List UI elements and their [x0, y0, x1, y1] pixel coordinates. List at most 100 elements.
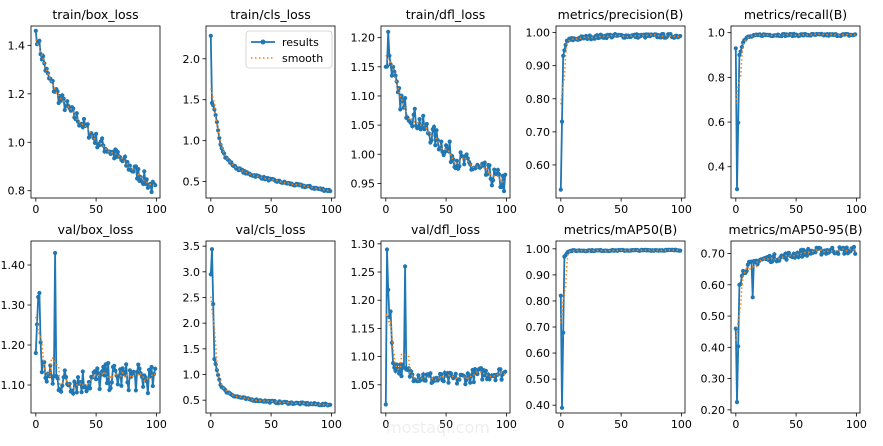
results-point — [462, 162, 467, 167]
results-point — [410, 124, 415, 129]
results-point — [454, 158, 460, 163]
results-point — [403, 264, 408, 269]
subplot-title: metrics/mAP50-95(B) — [729, 222, 863, 237]
results-point — [424, 121, 429, 127]
x-tick-label: 100 — [146, 418, 167, 431]
x-tick-label: 100 — [321, 203, 342, 216]
results-point — [73, 382, 78, 387]
plot-frame — [555, 25, 686, 199]
results-point — [441, 379, 446, 384]
x-tick-label: 50 — [439, 418, 453, 431]
results-point — [739, 273, 745, 278]
results-point — [60, 383, 65, 388]
results-point — [145, 185, 150, 190]
x-tick-label: 100 — [671, 418, 692, 431]
results-point — [495, 167, 500, 173]
results-point — [59, 389, 64, 394]
y-tick-label: 1.05 — [351, 379, 376, 392]
results-point — [442, 149, 447, 155]
results-point — [416, 373, 421, 378]
results-point — [431, 124, 437, 129]
results-point — [133, 164, 138, 169]
results-point — [499, 377, 504, 382]
results-point — [428, 371, 433, 376]
results-point — [142, 169, 147, 174]
y-tick-label: 1.10 — [351, 90, 376, 103]
plot-frame — [205, 25, 336, 199]
results-point — [328, 402, 333, 407]
results-point — [559, 119, 565, 124]
smooth-line — [35, 316, 156, 390]
subplot-title: metrics/recall(B) — [744, 7, 847, 22]
results-point — [86, 379, 91, 385]
results-point — [403, 96, 408, 101]
x-tick-label: 0 — [207, 203, 214, 216]
y-tick-label: 0.70 — [526, 321, 551, 334]
results-point — [127, 368, 132, 373]
results-point — [421, 113, 426, 118]
x-tick-label: 50 — [89, 418, 103, 431]
subplot-title: val/cls_loss — [236, 222, 306, 237]
x-tick-label: 50 — [89, 203, 103, 216]
results-point — [95, 366, 100, 371]
results-point — [493, 378, 498, 383]
smooth-line — [385, 313, 506, 382]
y-tick-label: 1.5 — [183, 343, 201, 356]
y-tick-label: 3.0 — [183, 266, 201, 279]
y-tick-label: 1.0 — [8, 136, 26, 149]
x-tick-label: 0 — [32, 418, 39, 431]
results-point — [125, 380, 130, 385]
results-point — [216, 372, 221, 378]
plot-frame — [30, 240, 161, 414]
results-point — [457, 377, 462, 382]
results-point — [458, 150, 463, 155]
results-point — [813, 250, 818, 255]
results-point — [463, 382, 468, 387]
results-point — [406, 366, 411, 371]
results-point — [115, 382, 120, 387]
y-tick-label: 0.90 — [526, 60, 551, 73]
results-point — [734, 400, 740, 405]
results-point — [71, 106, 76, 111]
results-point — [482, 373, 487, 378]
results-point — [388, 309, 393, 314]
subplot-title: val/box_loss — [58, 222, 134, 237]
results-point — [734, 187, 740, 192]
results-point — [433, 143, 438, 148]
subplot-val-box-loss: val/box_loss 0 50 100 1.10 1.20 1.30 1.40 — [1, 222, 167, 431]
results-point — [454, 381, 460, 386]
y-tick-label: 1.4 — [8, 39, 26, 52]
subplot-val-dfl-loss: val/dfl_loss 0 50 100 1.05 1.10 1.15 1.20 1.25 1.… — [351, 222, 517, 431]
smooth-line — [560, 249, 681, 324]
results-point — [145, 391, 150, 396]
y-tick-label: 0.8 — [8, 185, 26, 198]
subplot-train-cls-loss: train/cls_loss 0 50 100 0.5 1.0 1.5 2.0 results s… — [183, 7, 342, 216]
results-point — [738, 49, 743, 54]
x-tick-label: 50 — [789, 203, 803, 216]
y-tick-label: 1.00 — [351, 148, 376, 161]
results-point — [411, 112, 416, 117]
results-point — [497, 172, 502, 177]
results-point — [398, 107, 403, 112]
y-tick-label: 0.40 — [701, 341, 726, 354]
results-point — [733, 46, 738, 51]
plot-frame — [730, 240, 861, 414]
results-point — [94, 131, 99, 136]
y-tick-label: 0.50 — [701, 310, 726, 323]
results-point — [78, 380, 83, 385]
results-point — [153, 366, 158, 371]
results-point — [100, 136, 105, 141]
results-point — [796, 254, 801, 260]
y-tick-label: 1.5 — [183, 94, 201, 107]
y-tick-label: 0.60 — [526, 347, 551, 360]
watermark-text: mostaql.com — [386, 418, 490, 437]
results-point — [75, 375, 81, 380]
results-point — [480, 377, 485, 382]
smooth-line — [35, 39, 156, 187]
results-point — [736, 344, 741, 349]
results-point — [147, 367, 152, 372]
x-tick-label: 100 — [671, 203, 692, 216]
results-point — [661, 31, 666, 37]
y-tick-label: 0.80 — [526, 93, 551, 106]
x-tick-label: 0 — [732, 418, 739, 431]
